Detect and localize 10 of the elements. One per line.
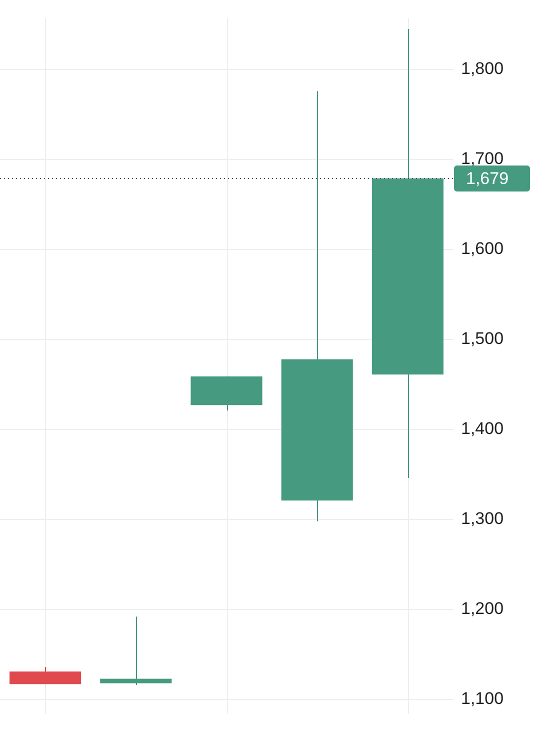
y-tick-label: 1,500 — [461, 329, 504, 348]
y-tick-label: 1,600 — [461, 239, 504, 258]
y-tick-label: 1,800 — [461, 59, 504, 78]
candlestick — [100, 616, 172, 686]
y-tick-label: 1,200 — [461, 599, 504, 618]
y-tick-label: 1,100 — [461, 689, 504, 708]
y-tick-label: 1,300 — [461, 509, 504, 528]
ref-line-label: 1,679 — [466, 169, 509, 188]
y-tick-label: 1,700 — [461, 149, 504, 168]
y-tick-label: 1,400 — [461, 419, 504, 438]
